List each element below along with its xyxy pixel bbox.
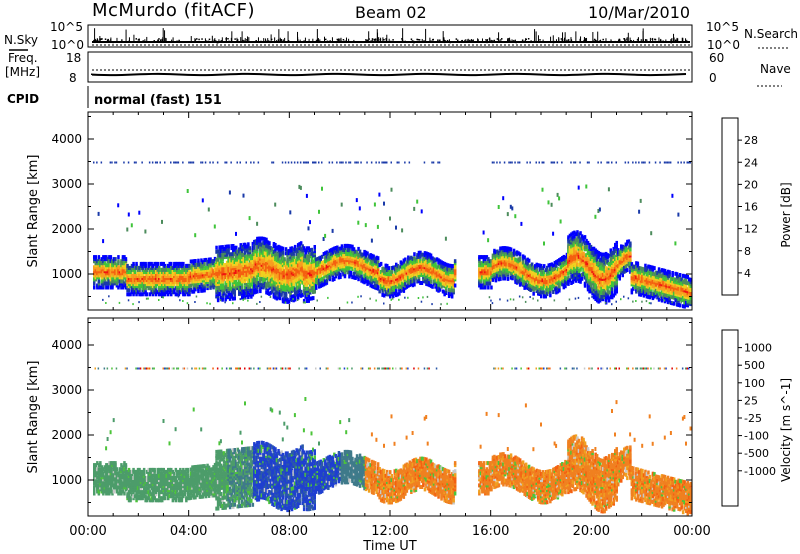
colorbar-tick-label: 16 [744,201,758,214]
x-axis-label: Time UT [362,539,416,554]
colorbar-tick-label: 12 [744,223,758,236]
cpid-label: CPID [7,92,39,106]
velocity-colorbar-label: Velocity [m s^-1] [779,378,793,482]
cpid-value: normal (fast) 151 [94,93,222,108]
freq-tick-top: 18 [66,51,81,65]
power-colorbar: 4 8 12 16 20 24 28 [721,117,758,296]
colorbar-tick-label: 20 [744,178,758,191]
colorbar-tick-label: 28 [744,134,758,147]
freq-trace [91,72,687,77]
power-ylabel: Slant Range [km] [26,155,41,268]
colorbar-tick-label: 25 [744,394,758,407]
nsearch-label: N.Search [744,27,798,41]
freq-strip [87,51,693,83]
y-tick-label: 1000 [51,267,82,281]
y-tick-label: 4000 [51,132,82,146]
colorbar-tick-label: -25 [744,412,762,425]
power-colorbar-label: Power [dB] [779,182,793,247]
velocity-ylabel: Slant Range [km] [26,361,41,474]
power-axes: 1000 2000 3000 4000 [51,112,693,310]
colorbar-tick-label: 500 [744,359,765,372]
nsearch-tick-top: 10^5 [706,20,739,34]
y-tick-label: 2000 [51,428,82,442]
colorbar-tick-label: -1000 [744,465,776,478]
y-tick-label: 1000 [51,473,82,487]
colorbar-tick-label: -100 [744,430,769,443]
nave-tick-top: 60 [709,51,724,65]
nsky-tick-top: 10^5 [50,20,83,34]
freq-tick-bottom: 8 [69,71,77,85]
x-tick-label: 12:00 [371,524,408,539]
velocity-axes: 1000 2000 3000 4000 [51,318,693,516]
freq-label-line2: [MHz] [5,65,40,79]
date-title: 10/Mar/2010 [588,3,690,22]
power-panel: 1000 2000 3000 4000 [51,111,693,311]
power-heatmap [93,161,692,309]
velocity-colorbar: 1000 500 100 25 -25 -100 -500 -1000 [721,329,776,507]
x-tick-label: 16:00 [472,524,509,539]
time-axis: 00:00 04:00 08:00 12:00 16:00 20:00 00:00 [69,524,710,539]
nave-label: Nave [760,62,791,76]
colorbar-tick-label: 24 [744,156,758,169]
nave-tick-bottom: 0 [709,71,717,85]
y-tick-label: 3000 [51,177,82,191]
colorbar-tick-label: 8 [744,245,751,258]
x-tick-label: 00:00 [673,524,710,539]
x-tick-label: 08:00 [271,524,308,539]
station-title: McMurdo (fitACF) [92,0,255,21]
velocity-panel: 1000 2000 3000 4000 [51,317,693,517]
nsky-label: N.Sky [4,33,38,47]
colorbar-tick-label: 1000 [744,342,772,355]
nsky-strip [87,24,693,48]
x-tick-label: 20:00 [573,524,610,539]
colorbar-tick-label: 4 [744,267,751,280]
colorbar-tick-label: 100 [744,377,765,390]
colorbar-tick-label: -500 [744,447,769,460]
x-tick-label: 00:00 [69,524,106,539]
x-tick-label: 04:00 [170,524,207,539]
nsky-tick-bottom: 10^0 [51,38,84,52]
velocity-heatmap [93,367,692,516]
y-tick-label: 4000 [51,338,82,352]
freq-label-line1: Freq. [8,51,38,65]
y-tick-label: 2000 [51,222,82,236]
beam-title: Beam 02 [355,3,427,22]
y-tick-label: 3000 [51,383,82,397]
nsearch-tick-bottom: 10^0 [707,38,740,52]
